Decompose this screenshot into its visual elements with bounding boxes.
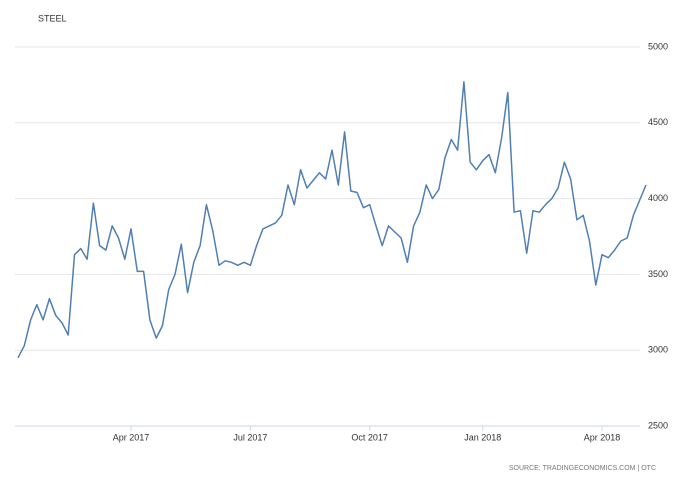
y-tick-label: 3000 [648, 345, 668, 355]
source: SOURCE: TRADINGECONOMICS.COM | OTC [509, 465, 656, 472]
x-tick-label: Jul 2017 [233, 432, 267, 442]
x-tick-label: Apr 2017 [113, 432, 150, 442]
line [17, 81, 647, 359]
y-tick-label: 3500 [648, 269, 668, 279]
y-tick-label: 4000 [648, 193, 668, 203]
x-tick-label: Apr 2018 [584, 432, 621, 442]
chart-title: STEEL [38, 13, 67, 23]
y-tick-label: 4500 [648, 117, 668, 127]
x-tick-label: Oct 2017 [351, 432, 388, 442]
x-tick-label: Jan 2018 [464, 432, 501, 442]
y-tick-label: 5000 [648, 41, 668, 51]
y-tick-label: 2500 [648, 420, 668, 430]
